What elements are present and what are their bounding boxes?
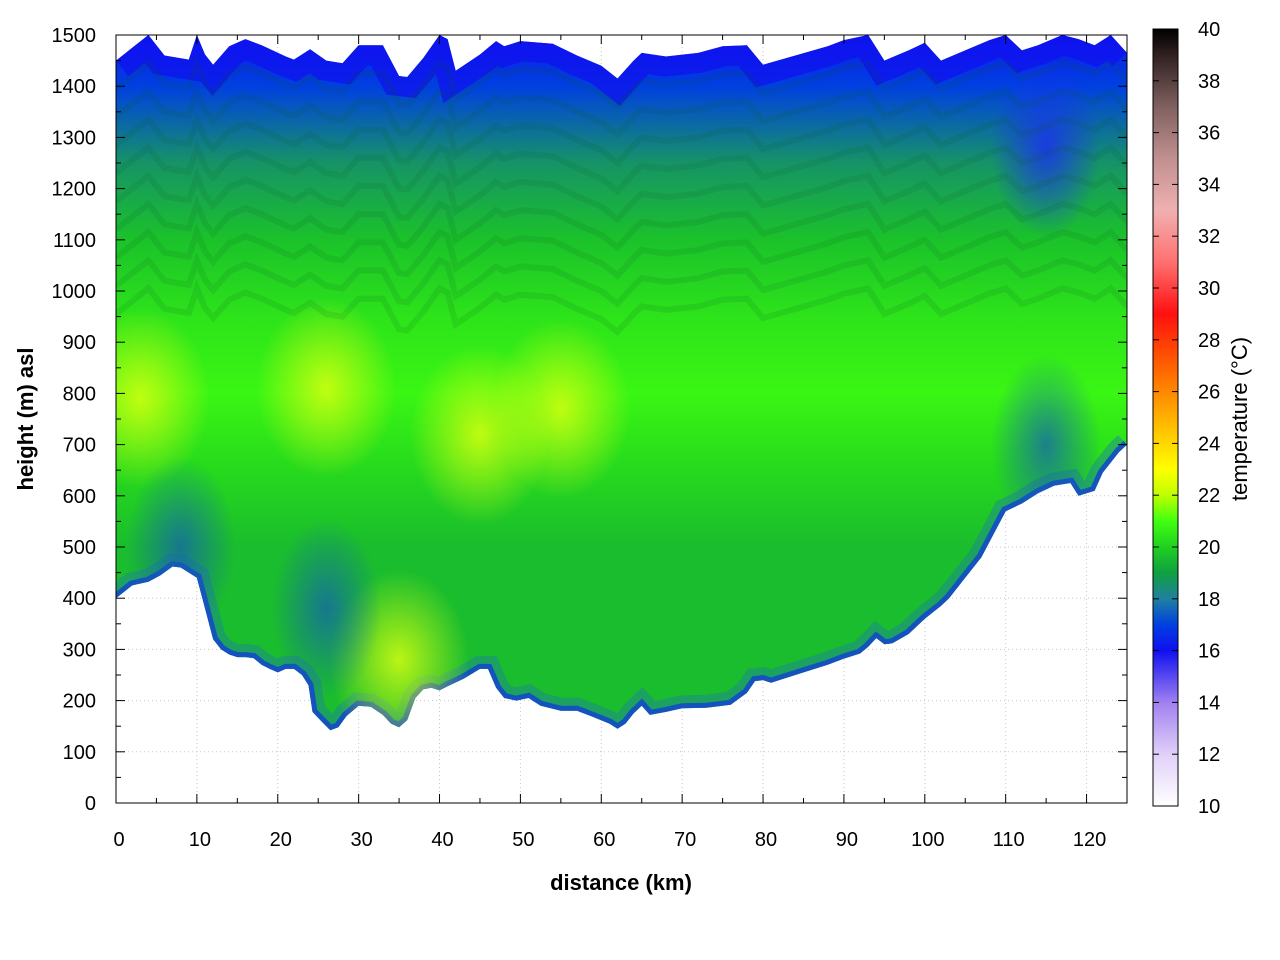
colorbar-tick-label: 22 <box>1198 485 1220 507</box>
y-tick-label: 100 <box>63 742 96 764</box>
warm-spot <box>409 344 550 525</box>
y-tick-label: 800 <box>63 383 96 405</box>
colorbar-title: temperature (°C) <box>1227 337 1252 501</box>
colorbar-tick-label: 30 <box>1198 278 1220 300</box>
y-tick-label: 1300 <box>52 127 97 149</box>
x-tick-label: 50 <box>512 829 534 851</box>
colorbar-tick-labels: 10 12 14 16 18 20 22 24 26 28 30 32 34 36 38 40 <box>1198 19 1220 818</box>
colorbar-tick-label: 32 <box>1198 226 1220 248</box>
colorbar-tick-label: 38 <box>1198 71 1220 93</box>
y-axis-title: height (m) asl <box>13 347 38 490</box>
contour-band <box>116 54 1127 111</box>
y-tick-label: 700 <box>63 435 96 457</box>
colorbar-tick-label: 28 <box>1198 330 1220 352</box>
x-tick-label: 120 <box>1073 829 1106 851</box>
x-tick-label: 80 <box>755 829 777 851</box>
contour-band <box>116 110 1127 168</box>
plot-border <box>115 34 1128 804</box>
x-axis-title: distance (km) <box>550 870 692 895</box>
y-tick-label: 0 <box>85 793 96 815</box>
top-cool-layer <box>116 35 1127 106</box>
y-tick-label: 900 <box>63 332 96 354</box>
colorbar-tick-label: 10 <box>1198 796 1220 818</box>
y-tick-label: 1100 <box>53 230 96 252</box>
x-tick-label: 90 <box>836 829 858 851</box>
x-axis-tick-labels: 0 10 20 30 40 50 60 70 80 90 100 110 120 <box>113 829 1106 851</box>
y-tick-label: 1400 <box>52 76 97 98</box>
contour-band <box>116 223 1127 280</box>
warm-spot <box>116 308 211 489</box>
y-axis-tick-labels: 0 100 200 300 400 500 600 700 800 900 1000 1100 1200… <box>52 25 97 815</box>
x-tick-label: 70 <box>674 829 696 851</box>
x-tick-label: 20 <box>270 829 292 851</box>
x-tick-label: 10 <box>189 829 211 851</box>
y-tick-label: 500 <box>63 537 96 559</box>
x-tick-label: 100 <box>911 829 944 851</box>
colorbar-tick-label: 18 <box>1198 589 1220 611</box>
contour-band <box>116 167 1127 224</box>
colorbar-tick-label: 16 <box>1198 641 1220 663</box>
colorbar-tick-label: 40 <box>1198 19 1220 41</box>
y-tick-label: 1500 <box>52 25 97 47</box>
contour-band <box>116 82 1127 139</box>
colorbar-tick-label: 36 <box>1198 123 1220 145</box>
colorbar-tick-label: 24 <box>1198 433 1220 455</box>
contour-band <box>116 195 1127 252</box>
colorbar-tick-label: 34 <box>1198 174 1220 196</box>
colorbar: 10 12 14 16 18 20 22 24 26 28 30 32 34 36 38 40 <box>1152 19 1220 818</box>
warm-spot <box>256 298 397 479</box>
y-tick-label: 1200 <box>52 179 97 201</box>
y-tick-label: 600 <box>63 486 96 508</box>
y-tick-label: 300 <box>63 639 96 661</box>
y-tick-label: 200 <box>63 691 96 713</box>
contour-band <box>116 251 1127 308</box>
colorbar-tick-label: 20 <box>1198 537 1220 559</box>
contour-band <box>116 138 1127 196</box>
cool-spot <box>271 518 382 699</box>
x-tick-label: 60 <box>593 829 615 851</box>
colorbar-tick-label: 26 <box>1198 382 1220 404</box>
colorbar-ticks <box>1153 28 1178 807</box>
axis-ticks <box>115 34 1127 804</box>
plot-area <box>115 34 1128 804</box>
x-tick-label: 30 <box>351 829 373 851</box>
colorbar-tick-label: 14 <box>1198 692 1220 714</box>
x-tick-label: 40 <box>431 829 453 851</box>
y-tick-label: 400 <box>63 588 96 610</box>
cool-spot <box>991 57 1102 238</box>
x-tick-label: 0 <box>113 829 124 851</box>
y-tick-label: 1000 <box>52 281 97 303</box>
contour-band <box>116 279 1127 337</box>
colorbar-gradient <box>1152 28 1179 807</box>
colorbar-tick-label: 12 <box>1198 744 1220 766</box>
x-tick-label: 110 <box>993 829 1025 851</box>
